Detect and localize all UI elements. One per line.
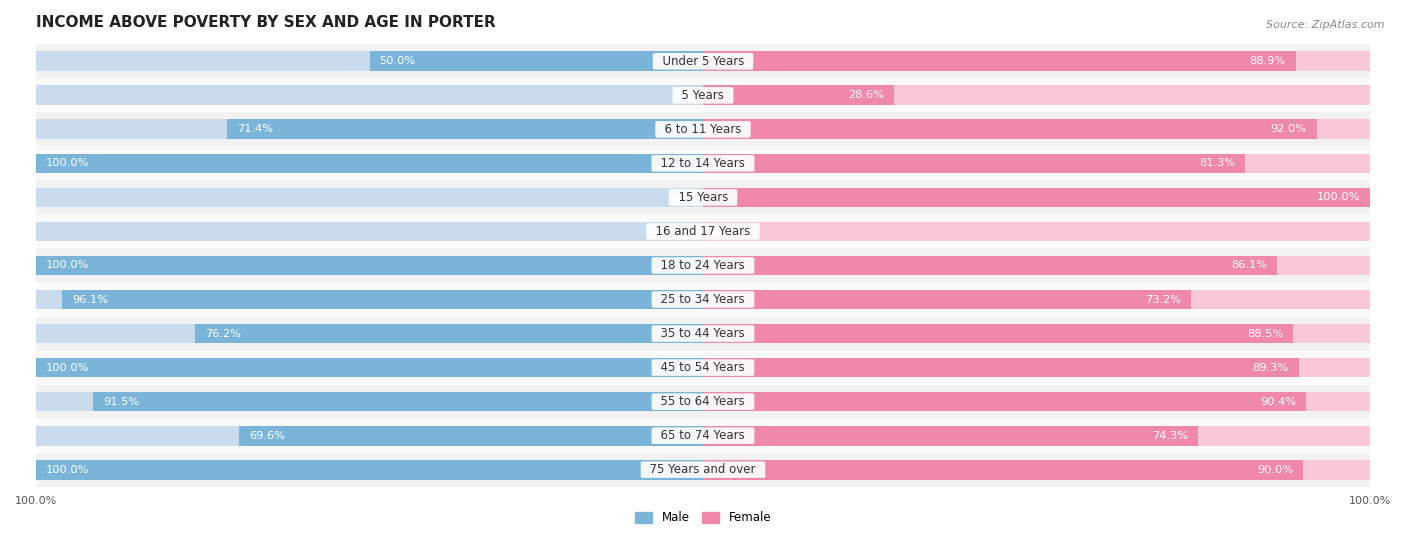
Bar xyxy=(37,358,703,377)
Bar xyxy=(703,51,1369,71)
Text: 25 to 34 Years: 25 to 34 Years xyxy=(654,293,752,306)
Text: 100.0%: 100.0% xyxy=(46,260,90,271)
Text: 71.4%: 71.4% xyxy=(236,124,273,134)
Bar xyxy=(37,154,703,173)
Bar xyxy=(37,255,703,276)
Text: 18 to 24 Years: 18 to 24 Years xyxy=(654,259,752,272)
Text: 16 and 17 Years: 16 and 17 Years xyxy=(648,225,758,238)
Text: 28.6%: 28.6% xyxy=(848,91,884,100)
Bar xyxy=(370,51,703,71)
Bar xyxy=(195,324,703,343)
Bar xyxy=(703,120,1369,139)
Text: 12 to 14 Years: 12 to 14 Years xyxy=(654,157,752,170)
Text: 100.0%: 100.0% xyxy=(1316,192,1360,202)
Bar xyxy=(703,290,1369,309)
Text: 50.0%: 50.0% xyxy=(380,56,416,67)
Bar xyxy=(37,350,1369,385)
Bar xyxy=(703,392,1306,411)
Bar xyxy=(37,255,703,276)
Bar xyxy=(703,426,1198,446)
Bar xyxy=(703,255,1277,276)
Bar xyxy=(37,358,703,377)
Text: 100.0%: 100.0% xyxy=(46,465,90,475)
Text: 92.0%: 92.0% xyxy=(1271,124,1306,134)
Text: 96.1%: 96.1% xyxy=(72,295,108,305)
Bar xyxy=(703,460,1369,480)
Bar xyxy=(703,358,1369,377)
Bar xyxy=(37,146,1369,181)
Bar xyxy=(37,248,1369,282)
Bar xyxy=(37,290,703,309)
Text: Source: ZipAtlas.com: Source: ZipAtlas.com xyxy=(1267,20,1385,30)
Bar xyxy=(703,154,1369,173)
Bar xyxy=(703,86,1369,105)
Text: 90.0%: 90.0% xyxy=(1257,465,1294,475)
Text: 15 Years: 15 Years xyxy=(671,191,735,204)
Bar xyxy=(37,282,1369,316)
Bar xyxy=(37,154,703,173)
Text: 89.3%: 89.3% xyxy=(1253,363,1288,373)
Bar xyxy=(703,324,1369,343)
Text: 88.5%: 88.5% xyxy=(1247,329,1284,339)
Bar xyxy=(37,426,703,446)
Text: 45 to 54 Years: 45 to 54 Years xyxy=(654,361,752,374)
Bar xyxy=(37,453,1369,487)
Bar xyxy=(703,358,1299,377)
Bar xyxy=(37,51,703,71)
Text: 86.1%: 86.1% xyxy=(1232,260,1267,271)
Bar xyxy=(703,86,894,105)
Text: 100.0%: 100.0% xyxy=(46,363,90,373)
Bar xyxy=(37,215,1369,248)
Bar xyxy=(37,460,703,480)
Bar xyxy=(37,324,703,343)
Bar xyxy=(37,44,1369,78)
Bar xyxy=(37,120,703,139)
Text: INCOME ABOVE POVERTY BY SEX AND AGE IN PORTER: INCOME ABOVE POVERTY BY SEX AND AGE IN P… xyxy=(37,15,496,30)
Bar xyxy=(703,51,1296,71)
Bar xyxy=(37,86,703,105)
Bar xyxy=(37,78,1369,112)
Text: 90.4%: 90.4% xyxy=(1260,397,1296,406)
Text: 81.3%: 81.3% xyxy=(1199,158,1234,168)
Bar xyxy=(703,392,1369,411)
Bar xyxy=(703,324,1294,343)
Bar xyxy=(703,221,1369,241)
Bar xyxy=(37,188,703,207)
Text: Under 5 Years: Under 5 Years xyxy=(655,55,751,68)
Text: 74.3%: 74.3% xyxy=(1153,430,1188,440)
Bar xyxy=(703,290,1191,309)
Bar xyxy=(703,154,1246,173)
Text: 5 Years: 5 Years xyxy=(675,89,731,102)
Bar xyxy=(37,392,703,411)
Text: 100.0%: 100.0% xyxy=(46,158,90,168)
Text: 76.2%: 76.2% xyxy=(205,329,240,339)
Bar xyxy=(703,460,1303,480)
Bar xyxy=(62,290,703,309)
Text: 6 to 11 Years: 6 to 11 Years xyxy=(657,123,749,136)
Text: 55 to 64 Years: 55 to 64 Years xyxy=(654,395,752,408)
Text: 69.6%: 69.6% xyxy=(249,430,285,440)
Bar xyxy=(703,426,1369,446)
Bar xyxy=(226,120,703,139)
Text: 91.5%: 91.5% xyxy=(103,397,139,406)
Bar xyxy=(93,392,703,411)
Text: 88.9%: 88.9% xyxy=(1250,56,1286,67)
Legend: Male, Female: Male, Female xyxy=(630,506,776,529)
Text: 65 to 74 Years: 65 to 74 Years xyxy=(654,429,752,442)
Bar xyxy=(703,255,1369,276)
Bar xyxy=(703,188,1369,207)
Bar xyxy=(37,181,1369,215)
Bar xyxy=(239,426,703,446)
Bar xyxy=(703,120,1316,139)
Bar xyxy=(37,419,1369,453)
Text: 75 Years and over: 75 Years and over xyxy=(643,463,763,476)
Bar xyxy=(37,112,1369,146)
Bar xyxy=(37,385,1369,419)
Bar xyxy=(37,221,703,241)
Text: 73.2%: 73.2% xyxy=(1144,295,1181,305)
Bar xyxy=(37,316,1369,350)
Bar xyxy=(37,460,703,480)
Text: 35 to 44 Years: 35 to 44 Years xyxy=(654,327,752,340)
Bar xyxy=(703,188,1369,207)
